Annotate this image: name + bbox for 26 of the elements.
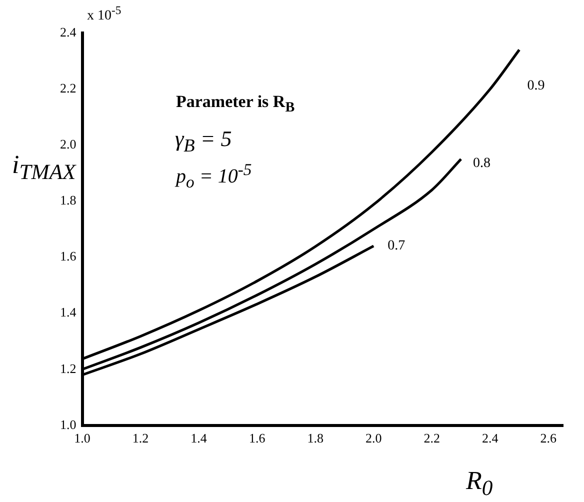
- series-label: 0.7: [388, 238, 406, 254]
- y-tick-label: 2.2: [60, 80, 76, 96]
- series-label: 0.9: [527, 78, 545, 94]
- x-tick-label: 2.4: [482, 430, 499, 446]
- y-tick-label: 2.0: [60, 136, 76, 152]
- x-tick-label: 1.8: [307, 430, 324, 446]
- annotation: p$_{o}$ = 10$^{-5}$: [176, 160, 252, 193]
- y-axis-title: i$_{TMAX}$: [12, 150, 76, 186]
- y-tick-label: 1.8: [60, 192, 76, 208]
- annotation: Parameter is R$_{B}$: [176, 92, 295, 116]
- y-tick-label: 1.4: [60, 304, 77, 320]
- series-label: 0.8: [473, 156, 491, 171]
- x-tick-label: 1.0: [74, 430, 90, 446]
- x-tick-label: 2.6: [540, 430, 558, 446]
- text: x 10$^{-5}$: [87, 4, 122, 25]
- annotation: γ$_{B}$ = 5: [175, 126, 232, 156]
- y-tick-label: 2.4: [60, 24, 77, 40]
- x-tick-label: 1.2: [132, 430, 149, 446]
- x-tick-label: 1.6: [248, 430, 266, 446]
- x-tick-label: 1.4: [190, 430, 208, 446]
- x-axis-title: R$_{0}$: [466, 466, 493, 502]
- y-tick-label: 1.0: [60, 416, 76, 432]
- y-tick-label: 1.2: [60, 360, 76, 376]
- y-tick-label: 1.6: [60, 248, 77, 264]
- x-tick-label: 2.0: [365, 430, 382, 446]
- x-tick-label: 2.2: [424, 430, 440, 446]
